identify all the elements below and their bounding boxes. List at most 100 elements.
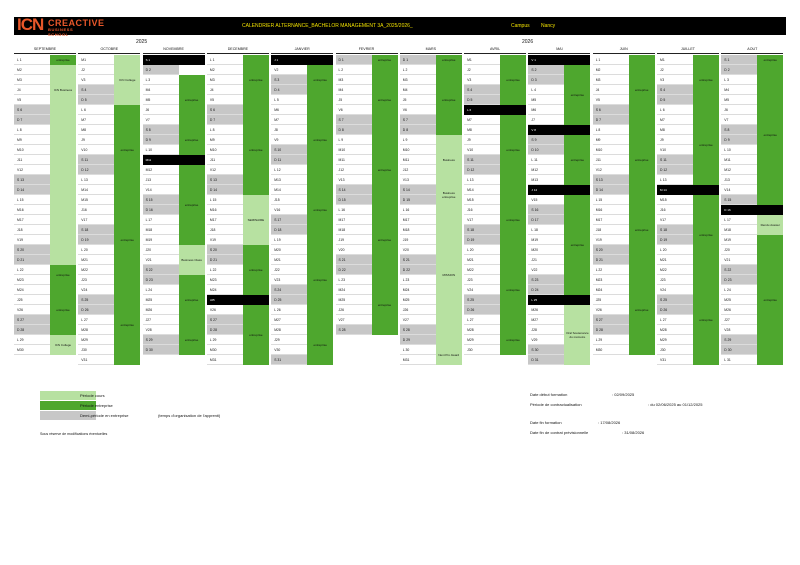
day-cell: D 19 xyxy=(657,235,693,245)
day-cell: J16 xyxy=(78,205,115,215)
period-entreprise: entreprise xyxy=(757,55,784,65)
legend-swatch-demi xyxy=(40,411,96,420)
day-cell: M6 xyxy=(271,105,308,115)
day-cell: M31 xyxy=(399,355,436,365)
day-cell: M11 xyxy=(721,155,758,165)
day-cell: M21 xyxy=(271,255,308,265)
day-cell: V3 xyxy=(78,75,115,85)
info-label-fin-contrat: Date fin de contrat prévisionnelle xyxy=(530,430,589,435)
day-cell: J4 xyxy=(206,85,243,95)
day-cell: M10 xyxy=(592,145,629,155)
day-cell: V12 xyxy=(206,165,243,175)
period-cours: Next Pro Award xyxy=(435,345,462,365)
day-cell: D 19 xyxy=(464,235,501,245)
day-cell: M3 xyxy=(14,75,50,85)
day-cell: L 13 xyxy=(78,175,115,185)
day-cell: S 31 xyxy=(271,355,308,365)
day-cell: S 21 xyxy=(335,255,372,265)
month-name: AOUT xyxy=(721,47,784,54)
logo-mark: ICN xyxy=(17,15,44,34)
day-cell: D 30 xyxy=(721,345,758,355)
day-cell: D 7 xyxy=(206,115,243,125)
day-cell: V5 xyxy=(592,95,629,105)
day-cell: S 20 xyxy=(14,245,50,255)
day-cell: M7 xyxy=(464,115,501,125)
period-cours: MISSION xyxy=(435,205,462,345)
day-cell: D 28 xyxy=(206,325,243,335)
day-cell: M19 xyxy=(721,235,758,245)
day-cell: J2 xyxy=(657,65,693,75)
day-cell: J9 xyxy=(657,135,693,145)
day-cell: D 14 xyxy=(14,185,50,195)
day-cell: S 8 xyxy=(721,125,758,135)
document-title: CALENDRIER ALTERNANCE_BACHELOR MANAGEMEN… xyxy=(242,23,413,29)
day-cell: M4 xyxy=(142,85,179,95)
day-cell: M26 xyxy=(721,305,758,315)
day-cell: S 20 xyxy=(206,245,243,255)
day-cell: J16 xyxy=(464,205,501,215)
period-entreprise: entreprise xyxy=(693,275,719,365)
period-entreprise: entreprise xyxy=(371,135,398,205)
day-cell: M23 xyxy=(206,275,243,285)
period-ferie: J 1 xyxy=(271,55,334,65)
day-cell: V10 xyxy=(78,145,115,155)
day-cell: M17 xyxy=(206,215,243,225)
day-cell: M15 xyxy=(78,195,115,205)
period-entreprise: entreprise xyxy=(307,95,334,185)
logo-subtitle: BUSINESS SCHOOL xyxy=(48,27,74,37)
day-cell: M1 xyxy=(78,55,115,65)
day-cell: S 4 xyxy=(657,85,693,95)
day-cell: M20 xyxy=(271,245,308,255)
period-entreprise: entreprise xyxy=(242,105,269,195)
day-cell: J4 xyxy=(592,85,629,95)
day-cell: S 4 xyxy=(78,85,115,95)
day-cell: V17 xyxy=(657,215,693,225)
day-cell: M27 xyxy=(528,315,565,325)
period-cours xyxy=(50,125,76,265)
day-cell: S 28 xyxy=(335,325,372,335)
day-cell: M11 xyxy=(335,155,372,165)
day-cell: L 5 xyxy=(271,95,308,105)
day-cell: M18 xyxy=(399,225,436,235)
day-cell: S 1 xyxy=(721,55,758,65)
day-cell: L 20 xyxy=(657,245,693,255)
day-cell: J25 xyxy=(592,295,629,305)
day-cell: M3 xyxy=(206,75,243,85)
day-cell: S 28 xyxy=(399,325,436,335)
day-cell: V27 xyxy=(335,315,372,325)
day-cell: L 16 xyxy=(399,205,436,215)
day-cell: D 14 xyxy=(206,185,243,195)
period-entreprise: entreprise xyxy=(628,195,655,265)
day-cell: V5 xyxy=(14,95,50,105)
info-value-fin: : 17/08/2026 xyxy=(598,420,621,425)
day-cell: V19 xyxy=(206,235,243,245)
day-cell: S 4 xyxy=(464,85,501,95)
year-label-2025: 2025 xyxy=(136,39,148,45)
period-entreprise: entreprise xyxy=(242,245,269,295)
day-cell: V26 xyxy=(206,305,243,315)
day-cell: S 3 xyxy=(271,75,308,85)
month-column: MAIV 1S 2D 3L 4M5M6J7V 8S 9D 10L 11M12M1… xyxy=(528,47,591,373)
day-cell: M3 xyxy=(592,75,629,85)
day-cell: S 18 xyxy=(78,225,115,235)
month-name: DECEMBRE xyxy=(206,47,269,54)
period-entreprise: entreprise xyxy=(628,55,655,125)
day-cell: L 13 xyxy=(464,175,501,185)
info-value-contract: : du 02/06/2025 au 01/12/2025 xyxy=(648,402,703,407)
day-cell: M23 xyxy=(592,275,629,285)
day-cell: J29 xyxy=(271,335,308,345)
day-cell: M26 xyxy=(528,305,565,315)
day-cell: L 15 xyxy=(206,195,243,205)
day-cell: L 30 xyxy=(399,345,436,355)
day-cell: S 14 xyxy=(335,185,372,195)
header-bar: ICN CREACTIVE BUSINESS SCHOOL CALENDRIER… xyxy=(14,15,786,37)
day-cell: S 21 xyxy=(399,255,436,265)
day-cell: L 20 xyxy=(78,245,115,255)
day-cell: L 1 xyxy=(14,55,50,65)
day-cell: M30 xyxy=(592,345,629,355)
day-cell: S 27 xyxy=(592,315,629,325)
period-entreprise: entreprise xyxy=(500,115,527,185)
